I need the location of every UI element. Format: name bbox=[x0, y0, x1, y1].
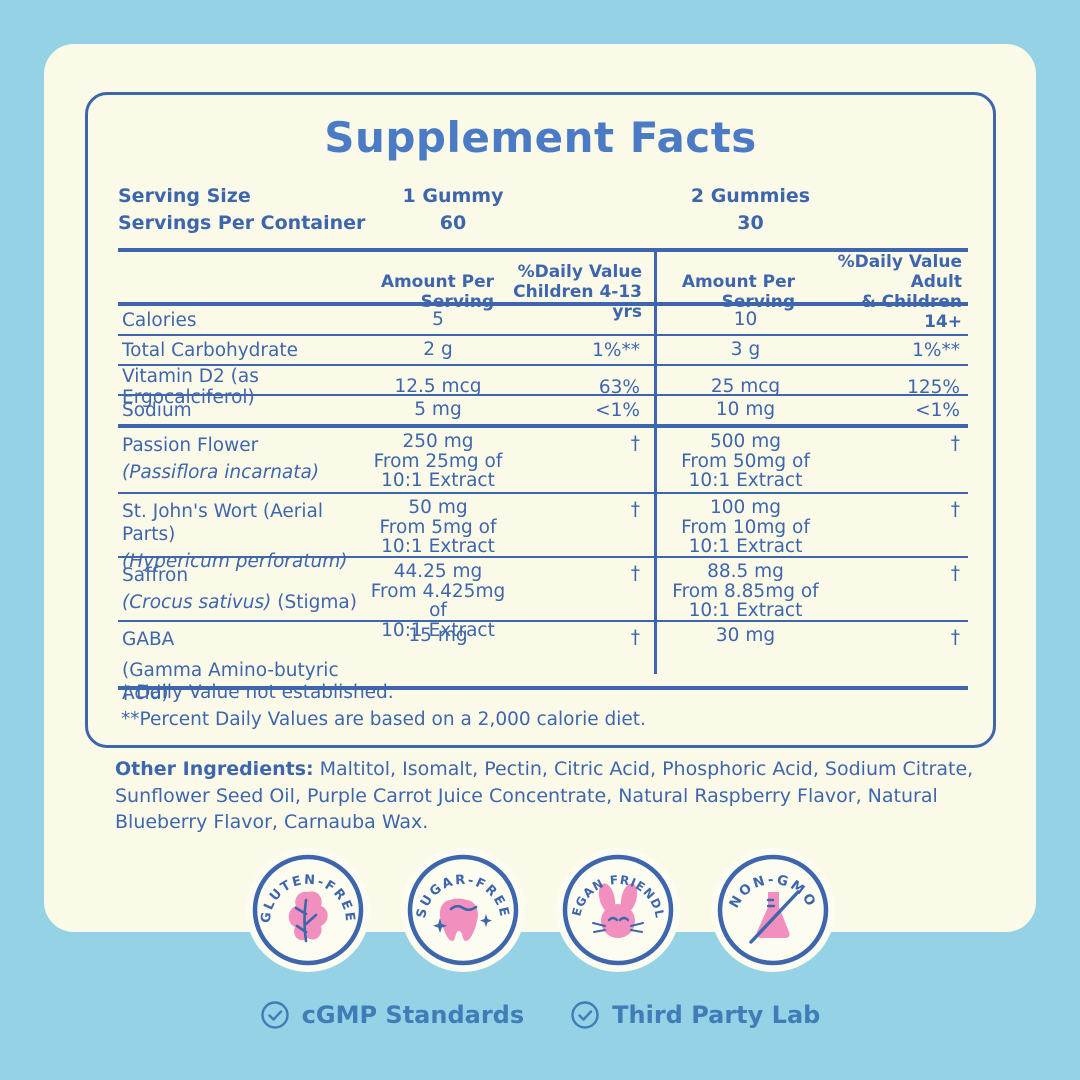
badge-non-gmo: NON-GMO bbox=[710, 848, 835, 972]
facts-table: Amount Per Serving %Daily Value Children… bbox=[118, 248, 968, 704]
certification-row: cGMP Standards Third Party Lab bbox=[0, 1000, 1080, 1030]
serving-size-value-1: 1 Gummy bbox=[402, 185, 504, 207]
cert-cgmp-label: cGMP Standards bbox=[301, 1001, 525, 1029]
table-row-passion-flower: Passion Flower (Passiflora incarnata) 25… bbox=[118, 428, 968, 494]
badge-sugar-free: SUGAR-FREE bbox=[400, 848, 525, 972]
footnote-dagger: † Daily Value not established. bbox=[121, 682, 394, 703]
badge-gluten-free: GLUTEN-FREE bbox=[245, 848, 370, 972]
dv-dagger: † bbox=[630, 433, 640, 454]
table-row-calories: Calories 5 10 bbox=[118, 306, 968, 336]
servings-per-container-value-2: 30 bbox=[737, 212, 764, 234]
badge-vegan-friendly: VEGAN FRIENDLY bbox=[555, 848, 680, 972]
check-circle-icon bbox=[260, 1001, 289, 1029]
dv-dagger: † bbox=[630, 499, 640, 520]
dv-dagger: † bbox=[630, 627, 640, 648]
page-title: Supplement Facts bbox=[324, 113, 757, 162]
dv-dagger: † bbox=[630, 563, 640, 584]
cert-third-party: Third Party Lab bbox=[570, 1000, 820, 1030]
check-circle-icon bbox=[571, 1001, 599, 1029]
serving-size-value-2: 2 Gummies bbox=[690, 185, 811, 207]
tooth-icon bbox=[432, 898, 492, 941]
dv-dagger: † bbox=[950, 627, 960, 648]
dv-dagger: † bbox=[950, 433, 960, 454]
supplement-facts-box: Supplement Facts Serving Size 1 Gummy 2 … bbox=[85, 92, 996, 748]
table-row-gaba: GABA (Gamma Amino-butyric Acid) 15 mg † … bbox=[118, 622, 968, 704]
dv-dagger: † bbox=[950, 499, 960, 520]
cert-cgmp: cGMP Standards bbox=[260, 1000, 524, 1030]
servings-per-container-label: Servings Per Container bbox=[118, 212, 366, 234]
footnotes: † Daily Value not established. **Percent… bbox=[121, 679, 646, 733]
table-row-saffron: Saffron (Crocus sativus) (Stigma) 44.25 … bbox=[118, 558, 968, 640]
cert-third-party-label: Third Party Lab bbox=[612, 1001, 821, 1029]
servings-per-container-value-1: 60 bbox=[439, 212, 467, 234]
other-ingredients-text: Maltitol, Isomalt, Pectin, Citric Acid, … bbox=[115, 758, 974, 833]
table-row-vitamin-d2: Vitamin D2 (as Ergocalciferol) 12.5 mcg … bbox=[118, 366, 968, 408]
table-row-st-johns-wort: St. John's Wort (Aerial Parts) (Hypericu… bbox=[118, 494, 968, 572]
column-divider bbox=[654, 250, 657, 674]
other-ingredients: Other Ingredients: Maltitol, Isomalt, Pe… bbox=[115, 756, 981, 836]
table-row-sodium: Sodium 5 mg <1% 10 mg <1% bbox=[118, 396, 968, 428]
header-amount-2: Amount Per Serving bbox=[681, 272, 795, 312]
header-daily-value-children: %Daily Value Children 4-13 yrs bbox=[513, 262, 642, 322]
serving-size-label: Serving Size bbox=[118, 185, 251, 207]
label-card: Supplement Facts Serving Size 1 Gummy 2 … bbox=[44, 44, 1036, 932]
table-row-carbohydrate: Total Carbohydrate 2 g 1%** 3 g 1%** bbox=[118, 336, 968, 366]
bunny-icon bbox=[591, 883, 644, 938]
flask-crossed-icon bbox=[748, 890, 800, 944]
other-ingredients-label: Other Ingredients: bbox=[115, 758, 314, 780]
footnote-percent: **Percent Daily Values are based on a 2,… bbox=[121, 709, 646, 730]
table-header-row: Amount Per Serving %Daily Value Children… bbox=[118, 252, 968, 332]
serving-info: Serving Size 1 Gummy 2 Gummies Servings … bbox=[118, 185, 968, 234]
header-amount-1: Amount Per Serving bbox=[380, 272, 494, 312]
leaf-icon bbox=[288, 891, 328, 943]
dv-dagger: † bbox=[950, 563, 960, 584]
header-daily-value-adult: %Daily Value Adult & Children 14+ bbox=[837, 252, 962, 332]
badge-row: GLUTEN-FREE SUGAR-FREE bbox=[0, 848, 1080, 972]
